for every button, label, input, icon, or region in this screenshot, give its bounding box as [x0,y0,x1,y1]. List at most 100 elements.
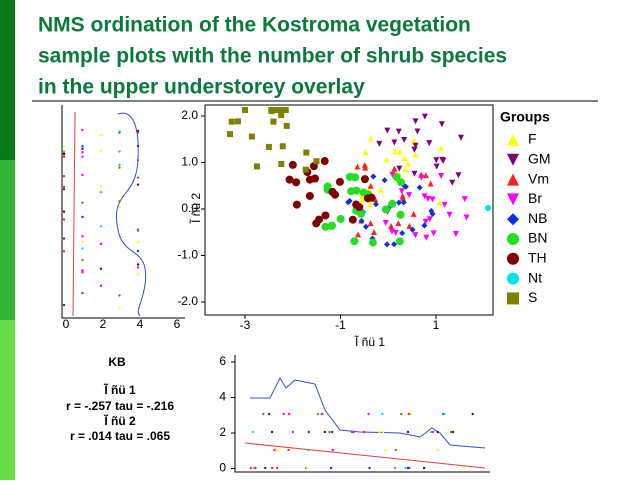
dot [443,412,446,416]
marker [433,163,440,170]
dot [81,269,84,272]
dot [436,430,440,434]
marker [359,196,366,203]
dot [118,307,121,310]
dot [81,155,84,158]
dot [62,175,66,178]
dot [62,218,66,221]
dot [436,448,440,452]
marker [268,107,275,113]
smooth-line [250,376,486,449]
marker [438,121,445,128]
marker [430,230,437,237]
dot [331,448,335,452]
dot [384,448,387,452]
marker [389,171,396,178]
legend-label: Br [528,190,542,206]
marker [423,234,430,241]
marker [439,156,446,163]
dot [381,430,385,434]
dot [118,130,121,133]
dot [81,271,84,274]
marker [416,184,423,191]
marker [388,223,395,230]
marker [402,166,409,173]
dot [81,147,84,151]
marker [253,163,260,170]
dot [352,430,355,434]
dot [81,173,84,177]
marker [401,155,408,162]
marker [321,222,330,231]
marker [411,146,418,153]
marker [461,196,468,203]
marker [391,139,398,146]
dot [136,176,140,179]
stats-title: KB [108,355,126,369]
dot [136,129,140,133]
marker [336,214,345,223]
accent-bar [0,160,15,320]
dot [363,430,366,434]
dot [99,242,103,246]
dot [271,466,274,470]
marker [377,186,384,193]
dot [62,188,66,191]
dot [462,466,466,470]
dot [316,412,320,416]
marker [345,199,352,206]
marker [234,118,241,125]
marker [357,209,366,218]
marker [248,133,255,140]
marker [362,223,369,230]
accent-bar [0,0,15,160]
marker [402,183,409,190]
marker [367,220,374,227]
marker [412,118,419,125]
marker [371,228,378,235]
marker [348,215,357,224]
x-tick-label: 6 [174,317,181,331]
dot [328,430,331,434]
marker [421,113,428,120]
dot [287,412,291,416]
dot [81,201,84,204]
marker [399,194,406,201]
marker [412,151,419,158]
marker [395,237,404,246]
dot [451,430,455,434]
legend-title: Groups [500,109,550,125]
axis [234,355,490,473]
marker [398,188,405,195]
marker [452,231,459,238]
dot [321,412,324,416]
marker [396,165,403,172]
dot [81,258,84,262]
marker [391,241,398,248]
marker [359,193,366,200]
dot [406,466,410,470]
y-tick-label: 2 [219,425,226,439]
dot [251,430,255,434]
dot [323,430,327,434]
marker [381,205,390,214]
dot [400,412,403,416]
marker [384,241,391,248]
marker [292,200,301,209]
marker [381,177,388,184]
marker [391,165,398,172]
marker [321,211,330,220]
dot [62,303,66,307]
dot [136,144,140,148]
marker [507,134,519,146]
legend-label: F [528,131,537,147]
marker [328,187,337,196]
dot [394,448,397,452]
marker [355,231,362,238]
marker [280,107,287,114]
marker [438,145,445,152]
legend-label: TH [528,250,547,266]
dot [404,466,407,470]
marker [396,148,403,155]
